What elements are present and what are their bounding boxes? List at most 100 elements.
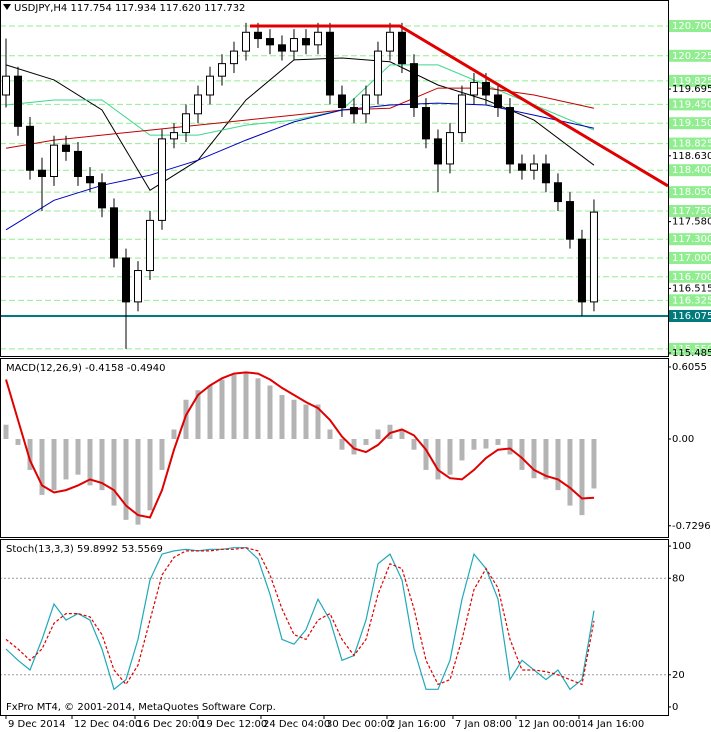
macd-bar (87, 438, 93, 486)
macd-bar (279, 394, 285, 439)
x-tick-label: 14 Jan 16:00 (581, 719, 644, 730)
macd-bar (183, 399, 189, 439)
candle-body (349, 107, 358, 115)
candle-body (469, 81, 478, 96)
candle-body (37, 169, 46, 177)
candle-body (397, 31, 406, 65)
macd-bar (111, 438, 117, 506)
x-tick-label: 7 Jan 08:00 (455, 719, 512, 730)
candle-body (325, 31, 334, 96)
level-label: 116.700 (672, 272, 711, 283)
y-tick-label: 116.515 (672, 283, 711, 294)
level-label-box (669, 117, 711, 130)
macd-bar (63, 438, 69, 480)
macd-bar (363, 438, 369, 445)
level-label-box (669, 98, 711, 111)
candle-body (205, 75, 214, 96)
candle-body (73, 150, 82, 177)
support-label-box (669, 309, 711, 322)
candle-body (565, 201, 574, 240)
level-label-box (669, 186, 711, 199)
candle-body (145, 219, 154, 272)
macd-bar (591, 438, 597, 489)
candle-body (109, 207, 118, 259)
x-tick-label: 19 Dec 12:00 (200, 719, 267, 730)
macd-bar (471, 438, 477, 450)
macd-bar (531, 438, 537, 479)
level-label-box (669, 233, 711, 246)
macd-bar (303, 404, 309, 439)
candle-body (505, 107, 514, 165)
macd-bar (99, 438, 105, 491)
level-label-box (669, 204, 711, 217)
macd-bar (375, 429, 381, 439)
y-tick-label: 119.695 (672, 84, 711, 95)
candle-body (85, 175, 94, 184)
stoch-line (5, 547, 595, 686)
level-label-box (669, 20, 711, 33)
level-label-box (669, 74, 711, 87)
macd-bar (327, 429, 333, 439)
level-label: 118.400 (672, 165, 711, 176)
candle-body (517, 163, 526, 171)
chart-title: USDJPY,H4 117.754 117.934 117.620 117.73… (14, 3, 245, 14)
x-tick-label: 16 Dec 20:00 (137, 719, 204, 730)
macd-bar (27, 438, 33, 470)
macd-bar (51, 438, 57, 491)
y-tick-label: 80 (672, 573, 685, 584)
panel-frame (0, 0, 669, 357)
candle-body (553, 182, 562, 203)
candle-body (445, 132, 454, 165)
trend-line (249, 24, 669, 188)
macd-bar (123, 438, 129, 520)
candle-body (265, 38, 274, 46)
y-tick-label: 20 (672, 670, 685, 681)
macd-bar (39, 438, 45, 495)
candle-body (25, 125, 34, 171)
macd-bar (3, 424, 9, 439)
candle-body (313, 31, 322, 46)
candle-body (373, 50, 382, 96)
y-tick-label: 0.6055 (672, 362, 707, 373)
level-label-box (669, 137, 711, 150)
macd-bar (135, 438, 141, 525)
level-label: 119.150 (672, 118, 711, 129)
candle-body (1, 75, 10, 96)
x-tick-label: 24 Dec 04:00 (263, 719, 330, 730)
watermark: FxPro MT4, © 2001-2014, MetaQuotes Softw… (6, 702, 276, 713)
panel-frame (0, 358, 669, 538)
candle-body (169, 132, 178, 140)
panel-title: MACD(12,26,9) -0.4158 -0.4940 (6, 363, 166, 374)
macd-bar (195, 390, 201, 439)
macd-bar (459, 438, 465, 461)
level-label: 119.825 (672, 76, 711, 87)
macd-bar (159, 438, 165, 470)
y-tick-label: 100 (672, 541, 691, 552)
candle-body (433, 138, 442, 165)
candle-body (529, 163, 538, 171)
level-label: 118.050 (672, 187, 711, 198)
candle-body (301, 38, 310, 46)
x-tick-label: 12 Dec 04:00 (74, 719, 141, 730)
y-tick-label: -0.7296 (672, 521, 711, 532)
candle-body (589, 211, 598, 303)
macd-bar (447, 438, 453, 475)
macd-bar (75, 438, 81, 475)
candle-body (157, 138, 166, 221)
macd-bar (315, 404, 321, 439)
y-tick-label: 0.00 (672, 434, 694, 445)
candle-body (385, 31, 394, 52)
candle-body (133, 270, 142, 303)
candle-body (361, 94, 370, 115)
macd-bar (495, 438, 501, 445)
x-tick-label: 9 Dec 2014 (8, 719, 66, 730)
y-tick-label: 118.630 (672, 151, 711, 162)
candle-body (277, 44, 286, 52)
macd-bar (351, 438, 357, 455)
macd-bar (543, 438, 549, 480)
macd-bar (255, 378, 261, 439)
level-label: 116.325 (672, 295, 711, 306)
candle-body (577, 238, 586, 303)
